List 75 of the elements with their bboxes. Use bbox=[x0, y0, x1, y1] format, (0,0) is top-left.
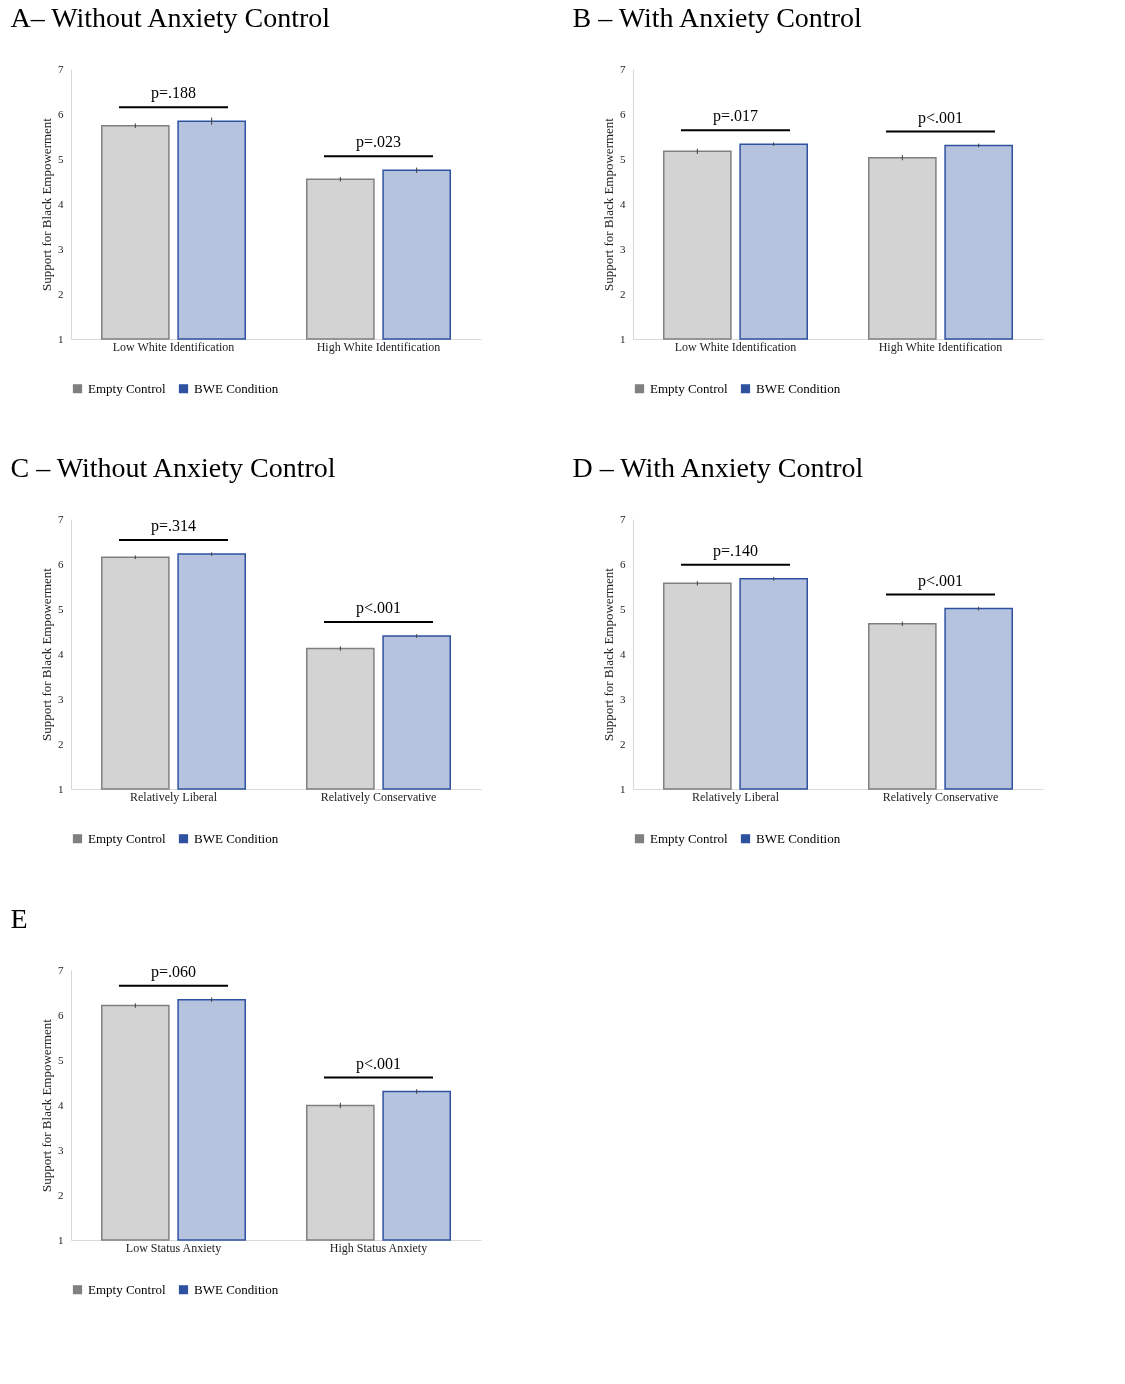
annotation: p<.001 bbox=[917, 108, 964, 127]
x-tick-label: Relatively Liberal bbox=[692, 789, 780, 804]
y-tick-label: 1 bbox=[620, 782, 626, 795]
annotation: p=.060 bbox=[150, 962, 197, 981]
y-tick-label: 3 bbox=[58, 1143, 64, 1156]
annotation: p<.001 bbox=[355, 1054, 402, 1073]
x-tick-label: Relatively Conservative bbox=[320, 789, 437, 804]
y-tick-label: 5 bbox=[620, 152, 626, 165]
legend-label: BWE Condition bbox=[756, 830, 841, 846]
y-tick-label: 5 bbox=[58, 1053, 64, 1066]
legend-label: Empty Control bbox=[650, 380, 729, 396]
y-tick-label: 4 bbox=[58, 1098, 64, 1111]
annotation: p=.023 bbox=[355, 133, 402, 152]
y-axis-title: Support for Black Empowerment bbox=[601, 567, 616, 741]
y-tick-label: 1 bbox=[58, 782, 64, 795]
y-tick-label: 2 bbox=[620, 287, 626, 300]
y-tick-label: 2 bbox=[58, 287, 64, 300]
legend-label: BWE Condition bbox=[194, 380, 279, 396]
y-tick-label: 1 bbox=[58, 332, 64, 345]
legend-label: Empty Control bbox=[88, 1281, 167, 1297]
y-axis-title: Support for Black Empowerment bbox=[39, 567, 54, 741]
annotation: p=.017 bbox=[712, 107, 759, 126]
y-tick-label: 4 bbox=[58, 647, 64, 660]
annotation: p<.001 bbox=[917, 571, 964, 590]
y-tick-label: 2 bbox=[620, 737, 626, 750]
y-tick-label: 6 bbox=[58, 107, 64, 120]
annotation: p=.188 bbox=[150, 84, 197, 103]
chart-title: A– Without Anxiety Control bbox=[10, 2, 331, 33]
y-axis-title: Support for Black Empowerment bbox=[601, 117, 616, 291]
annotation: p=.140 bbox=[712, 541, 759, 560]
chart-title: C – Without Anxiety Control bbox=[10, 452, 336, 483]
chart-title: E bbox=[10, 902, 28, 934]
y-tick-label: 6 bbox=[58, 1008, 64, 1021]
legend-label: Empty Control bbox=[88, 830, 167, 846]
y-tick-label: 7 bbox=[620, 62, 626, 75]
y-tick-label: 4 bbox=[620, 197, 626, 210]
y-tick-label: 4 bbox=[620, 647, 626, 660]
y-tick-label: 7 bbox=[58, 963, 64, 976]
x-tick-label: Relatively Conservative bbox=[882, 789, 999, 804]
y-tick-label: 7 bbox=[58, 62, 64, 75]
legend-label: Empty Control bbox=[88, 380, 167, 396]
y-tick-label: 7 bbox=[620, 512, 626, 525]
y-tick-label: 1 bbox=[58, 1233, 64, 1246]
y-tick-label: 5 bbox=[58, 602, 64, 615]
legend-label: BWE Condition bbox=[194, 1281, 279, 1297]
y-tick-label: 3 bbox=[620, 692, 626, 705]
y-tick-label: 7 bbox=[58, 512, 64, 525]
y-tick-label: 3 bbox=[58, 242, 64, 255]
legend-label: Empty Control bbox=[650, 830, 729, 846]
legend-label: BWE Condition bbox=[756, 380, 841, 396]
y-tick-label: 5 bbox=[58, 152, 64, 165]
y-tick-label: 1 bbox=[620, 332, 626, 345]
chart-title: D – With Anxiety Control bbox=[572, 452, 864, 483]
y-axis-title: Support for Black Empowerment bbox=[39, 1018, 54, 1192]
y-tick-label: 6 bbox=[620, 107, 626, 120]
y-tick-label: 2 bbox=[58, 1188, 64, 1201]
y-tick-label: 3 bbox=[58, 692, 64, 705]
annotation: p=.314 bbox=[150, 517, 197, 536]
y-tick-label: 4 bbox=[58, 197, 64, 210]
annotation: p<.001 bbox=[355, 599, 402, 617]
x-tick-label: High Status Anxiety bbox=[329, 1240, 428, 1255]
y-tick-label: 5 bbox=[620, 602, 626, 615]
y-tick-label: 6 bbox=[58, 557, 64, 570]
x-tick-label: Relatively Liberal bbox=[130, 789, 218, 804]
x-tick-label: Low White Identification bbox=[674, 339, 797, 354]
x-tick-label: High White Identification bbox=[316, 339, 441, 354]
x-tick-label: Low Status Anxiety bbox=[125, 1240, 222, 1255]
x-tick-label: High White Identification bbox=[878, 339, 1003, 354]
legend-label: BWE Condition bbox=[194, 830, 279, 846]
y-tick-label: 2 bbox=[58, 737, 64, 750]
y-tick-label: 3 bbox=[620, 242, 626, 255]
y-tick-label: 6 bbox=[620, 557, 626, 570]
chart-title: B – With Anxiety Control bbox=[572, 2, 862, 33]
x-tick-label: Low White Identification bbox=[112, 339, 235, 354]
y-axis-title: Support for Black Empowerment bbox=[39, 117, 54, 291]
